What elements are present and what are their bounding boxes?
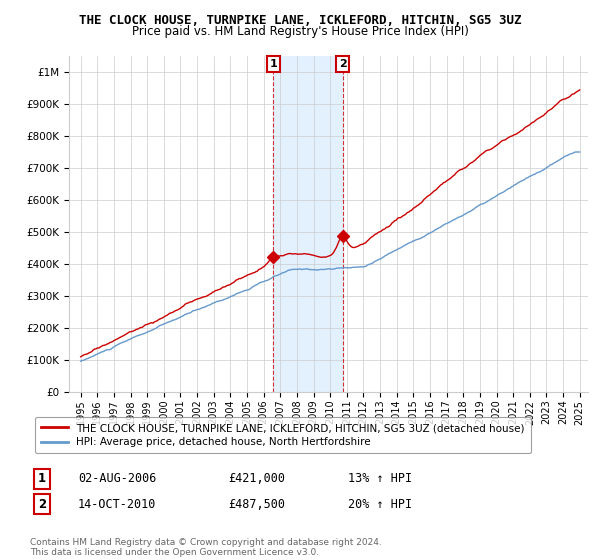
Text: 2: 2 — [339, 59, 347, 69]
Text: 1: 1 — [269, 59, 277, 69]
Text: 02-AUG-2006: 02-AUG-2006 — [78, 472, 157, 486]
Text: 13% ↑ HPI: 13% ↑ HPI — [348, 472, 412, 486]
Text: £421,000: £421,000 — [228, 472, 285, 486]
Text: 2: 2 — [38, 497, 46, 511]
Legend: THE CLOCK HOUSE, TURNPIKE LANE, ICKLEFORD, HITCHIN, SG5 3UZ (detached house), HP: THE CLOCK HOUSE, TURNPIKE LANE, ICKLEFOR… — [35, 417, 530, 454]
Text: 20% ↑ HPI: 20% ↑ HPI — [348, 497, 412, 511]
Bar — [274, 56, 343, 392]
Text: Price paid vs. HM Land Registry's House Price Index (HPI): Price paid vs. HM Land Registry's House … — [131, 25, 469, 38]
Text: £487,500: £487,500 — [228, 497, 285, 511]
Text: 14-OCT-2010: 14-OCT-2010 — [78, 497, 157, 511]
Text: Contains HM Land Registry data © Crown copyright and database right 2024.
This d: Contains HM Land Registry data © Crown c… — [30, 538, 382, 557]
Text: 1: 1 — [38, 472, 46, 486]
Text: THE CLOCK HOUSE, TURNPIKE LANE, ICKLEFORD, HITCHIN, SG5 3UZ: THE CLOCK HOUSE, TURNPIKE LANE, ICKLEFOR… — [79, 14, 521, 27]
